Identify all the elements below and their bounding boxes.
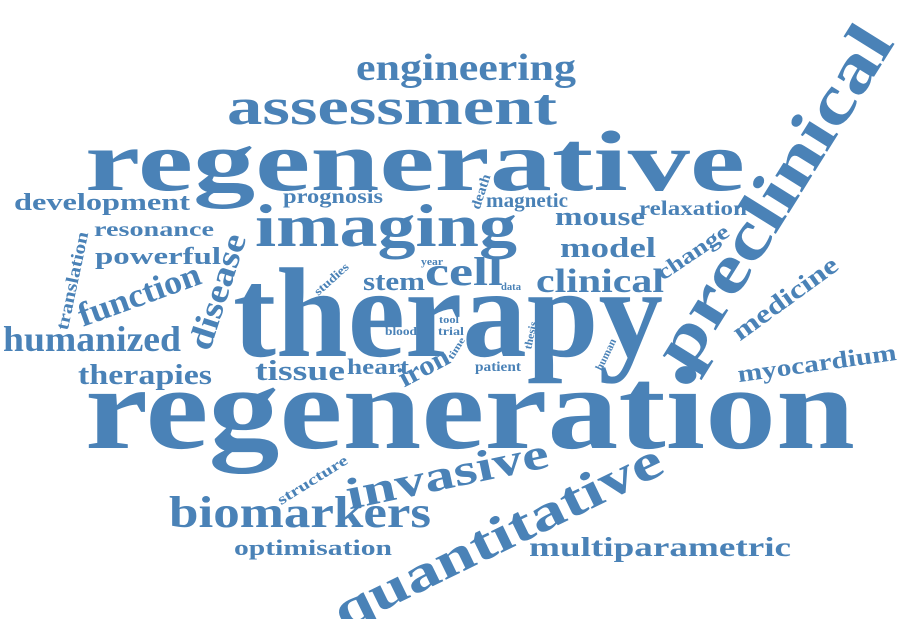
word-powerful: powerful	[95, 244, 221, 270]
word-patient: patient	[475, 360, 521, 375]
word-data: data	[501, 282, 521, 293]
word-multiparametric: multiparametric	[529, 532, 791, 562]
word-magnetic: magnetic	[486, 190, 568, 212]
word-optimisation: optimisation	[234, 535, 392, 560]
word-mouse: mouse	[555, 202, 645, 231]
word-cell: cell	[425, 249, 503, 294]
word-year: year	[421, 257, 444, 268]
word-clinical: clinical	[536, 263, 664, 300]
word-blood: blood	[385, 324, 417, 338]
word-model: model	[560, 233, 656, 264]
word-therapies: therapies	[78, 360, 212, 391]
word-prognosis: prognosis	[283, 186, 383, 208]
word-engineering: engineering	[356, 47, 576, 89]
word-development: development	[14, 190, 190, 216]
word-tissue: tissue	[255, 356, 345, 387]
word-resonance: resonance	[94, 219, 214, 241]
word-stem: stem	[363, 267, 425, 296]
word-trial: trial	[438, 324, 465, 338]
word-relaxation: relaxation	[639, 196, 747, 220]
